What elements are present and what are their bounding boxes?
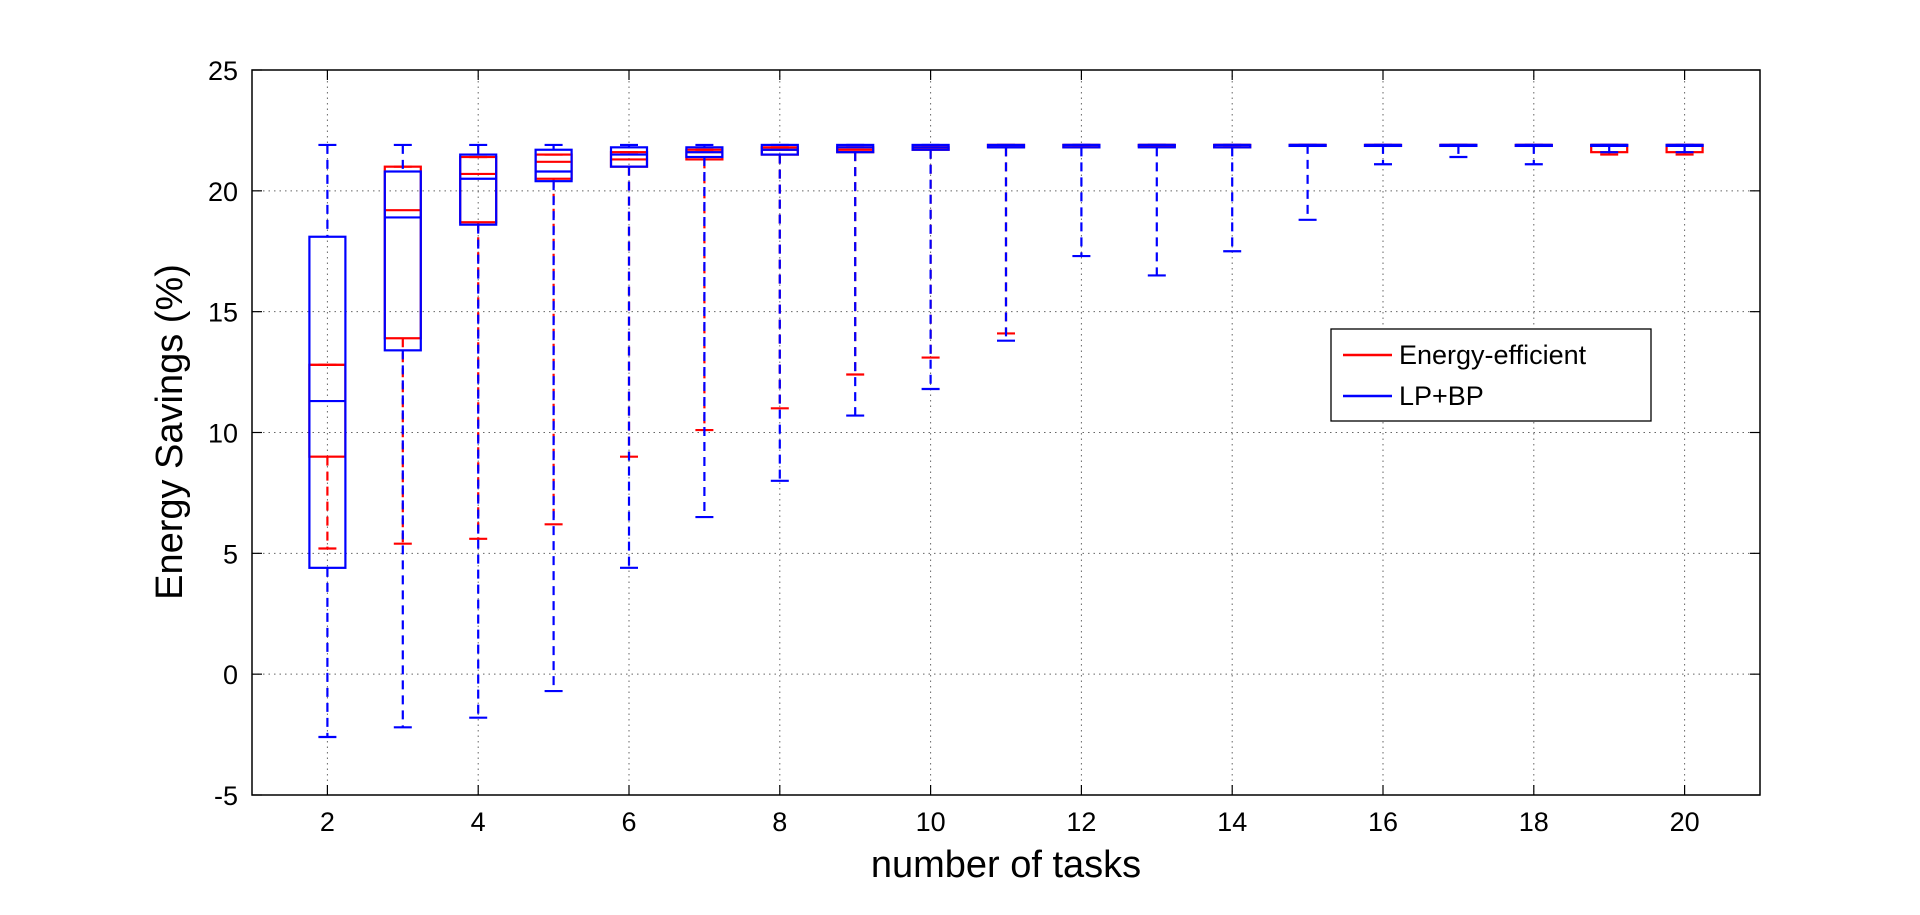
box-lp-bp-13 — [1137, 143, 1176, 277]
x-tick-label: 10 — [916, 807, 946, 837]
box-lp-bp-8 — [760, 143, 799, 482]
box-lp-bp-3 — [383, 143, 422, 729]
box-lp-bp-9 — [836, 143, 875, 417]
box-lp-bp-12 — [1062, 143, 1101, 258]
box-lp-bp-20 — [1665, 143, 1704, 154]
x-axis-label: number of tasks — [871, 844, 1141, 886]
iqr-box — [609, 146, 649, 168]
box-lp-bp-4 — [459, 143, 498, 719]
legend: Energy-efficient LP+BP — [1330, 328, 1652, 422]
y-tick-label: 25 — [208, 56, 238, 86]
iqr-box — [383, 170, 422, 352]
legend-label-energy-efficient: Energy-efficient — [1399, 340, 1587, 370]
iqr-box — [459, 153, 498, 226]
series-boxes — [308, 143, 1704, 739]
x-tick-label: 14 — [1217, 807, 1247, 837]
y-tick-label: 5 — [223, 539, 238, 569]
box-lp-bp-14 — [1213, 143, 1252, 253]
box-lp-bp-19 — [1590, 143, 1629, 154]
y-axis-label: Energy Savings (%) — [149, 264, 191, 600]
box-lp-bp-15 — [1288, 143, 1327, 221]
series-lp-bp — [308, 143, 1704, 739]
y-tick-label: 0 — [223, 660, 238, 690]
x-tick-label: 20 — [1670, 807, 1700, 837]
x-tick-label: 18 — [1519, 807, 1549, 837]
box-lp-bp-6 — [609, 143, 649, 569]
iqr-box — [836, 143, 875, 154]
box-lp-bp-11 — [986, 143, 1026, 342]
x-tick-label: 12 — [1066, 807, 1096, 837]
box-lp-bp-2 — [308, 143, 347, 739]
x-tick-label: 16 — [1368, 807, 1398, 837]
y-tick-label: -5 — [214, 781, 238, 811]
x-tick-label: 2 — [320, 807, 335, 837]
axes — [251, 69, 1761, 796]
x-tick-label: 6 — [621, 807, 636, 837]
x-tick-label: 8 — [772, 807, 787, 837]
iqr-box — [308, 235, 347, 569]
box-lp-bp-7 — [685, 143, 724, 519]
box-lp-bp-16 — [1363, 143, 1403, 166]
legend-label-lp-bp: LP+BP — [1399, 381, 1484, 411]
y-tick-label: 10 — [208, 419, 238, 449]
box-lp-bp-5 — [534, 143, 573, 693]
iqr-box — [534, 148, 573, 183]
tick-labels: 2 4 6 8 10 12 14 16 18 20 -5 0 5 10 15 20 25 — [208, 56, 1700, 837]
x-tick-label: 4 — [471, 807, 486, 837]
y-tick-label: 15 — [208, 298, 238, 328]
box-lp-bp-18 — [1514, 143, 1553, 166]
y-tick-label: 20 — [208, 177, 238, 207]
box-lp-bp-17 — [1439, 143, 1478, 159]
box-lp-bp-10 — [911, 143, 950, 391]
legend-box — [1330, 328, 1652, 422]
